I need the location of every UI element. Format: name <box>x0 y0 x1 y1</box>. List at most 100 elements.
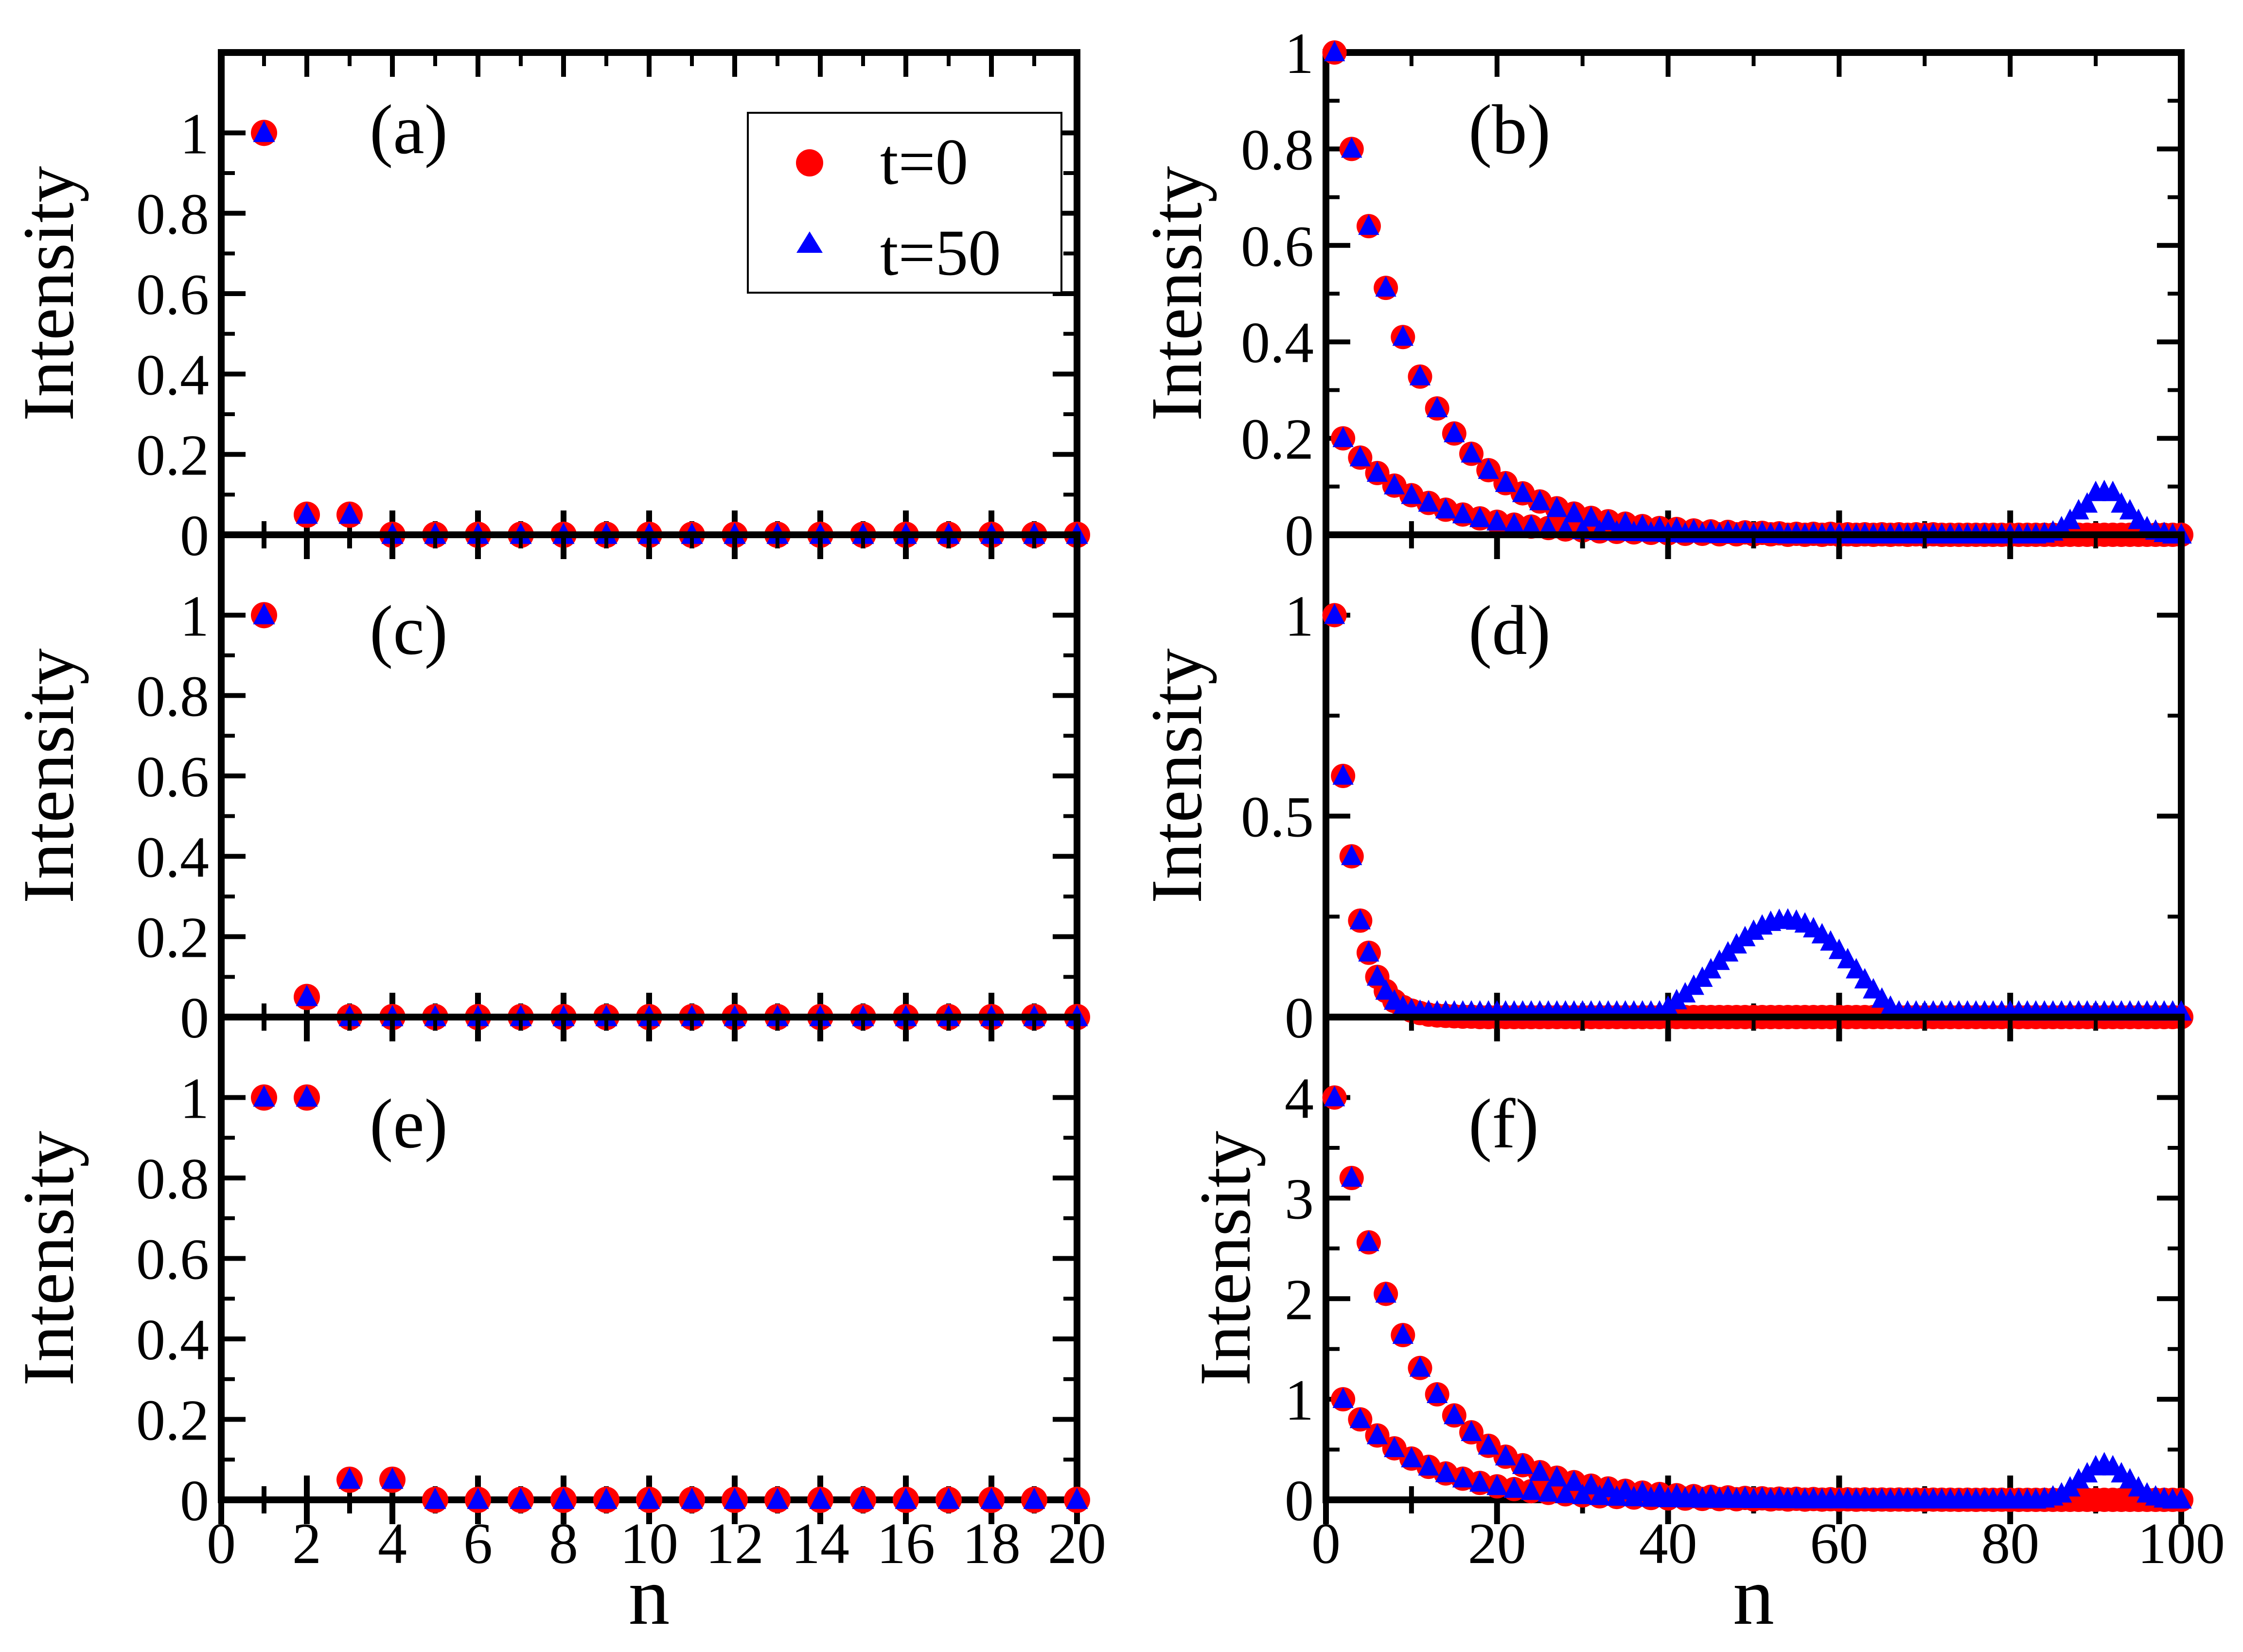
data-point-t50 <box>2016 1488 2038 1509</box>
panel-frame <box>218 1014 1080 1503</box>
x-tick-label: 20 <box>1468 1511 1526 1576</box>
data-point-t50 <box>1409 365 1431 386</box>
data-point-t50 <box>1512 1453 1534 1474</box>
data-point-t50 <box>510 1488 532 1509</box>
data-point-t50 <box>1863 1488 1884 1509</box>
data-point-t50 <box>1384 1437 1405 1458</box>
x-tick-label: 80 <box>1981 1511 2039 1576</box>
y-tick-label: 0.4 <box>136 342 209 407</box>
data-point-t50 <box>1760 1488 1782 1509</box>
data-point-t50 <box>1563 502 1585 523</box>
data-point-t50 <box>1332 1388 1354 1408</box>
data-point-t50 <box>1897 1488 1918 1509</box>
y-tick-label: 0.8 <box>136 182 209 246</box>
x-tick-label: 8 <box>549 1511 578 1576</box>
series-t0 <box>1322 603 2193 1029</box>
data-point-t50 <box>1478 1434 1499 1455</box>
panel-label: (b) <box>1468 91 1551 169</box>
y-tick-label: 0 <box>180 985 209 1050</box>
y-tick-label: 0.4 <box>1241 310 1314 375</box>
y-tick-label: 0.2 <box>136 1388 209 1453</box>
data-point-t50 <box>809 1488 831 1509</box>
series-t0 <box>1322 40 2185 547</box>
y-tick-label: 0.6 <box>136 1227 209 1292</box>
data-point-t50 <box>1520 1479 1542 1500</box>
data-point-t50 <box>424 1488 446 1509</box>
data-point-t50 <box>1999 1488 2021 1509</box>
data-point-t50 <box>1520 515 1542 536</box>
data-point-t50 <box>1512 481 1534 502</box>
data-point-t50 <box>1709 1487 1730 1508</box>
panels-layer: 0 0.2 0.4 0.6 0.8 1 (a) Intensity 0 0.2 0.4 0.6 0.8 1… <box>8 21 2225 1642</box>
data-point-t50 <box>2171 1488 2192 1509</box>
data-point-t50 <box>2068 499 2089 520</box>
y-tick-label: 3 <box>1285 1166 1314 1231</box>
legend-label-t0: t=0 <box>880 126 968 198</box>
data-point-t50 <box>1580 1474 1602 1494</box>
data-point-t50 <box>1640 1486 1662 1507</box>
data-point-t50 <box>1358 214 1379 235</box>
y-tick-label: 0.5 <box>1241 785 1314 849</box>
data-point-t50 <box>1324 41 1345 61</box>
data-point-t50 <box>1366 965 1388 986</box>
data-point-t50 <box>1341 137 1362 158</box>
data-point-t50 <box>1435 498 1456 519</box>
data-point-t50 <box>1658 1487 1679 1508</box>
legend-box <box>747 112 1062 294</box>
x-tick-label: 40 <box>1639 1511 1697 1576</box>
y-tick-label: 1 <box>1285 583 1314 648</box>
data-point-t50 <box>1332 764 1354 785</box>
data-point-t50 <box>1743 919 1765 940</box>
y-tick-label: 2 <box>1285 1267 1314 1332</box>
data-point-t50 <box>1845 958 1867 979</box>
series-t50 <box>253 1085 1088 1509</box>
y-tick-label: 1 <box>180 101 209 166</box>
data-point-t50 <box>1692 1487 1713 1508</box>
y-tick-label: 1 <box>180 1066 209 1131</box>
data-point-t50 <box>1623 1486 1644 1507</box>
data-point-t50 <box>1349 909 1371 930</box>
data-point-t50 <box>1863 978 1884 999</box>
data-point-t50 <box>1486 1475 1508 1495</box>
data-point-t50 <box>1931 1488 1953 1509</box>
data-point-t50 <box>681 1488 703 1509</box>
data-point-t50 <box>1828 1488 1850 1509</box>
data-point-t50 <box>1401 483 1422 504</box>
data-point-t50 <box>1358 941 1379 962</box>
data-point-t50 <box>1914 1488 1935 1509</box>
data-point-t50 <box>1965 1488 1987 1509</box>
y-axis-label: Intensity <box>8 649 89 904</box>
x-tick-label: 16 <box>877 1511 935 1576</box>
data-point-t50 <box>253 603 275 625</box>
data-point-t50 <box>1444 422 1465 442</box>
data-point-t50 <box>253 1085 275 1107</box>
data-point-t50 <box>1606 1485 1627 1506</box>
data-point-t50 <box>552 1488 575 1509</box>
panel-frame <box>218 531 1080 1020</box>
y-axis-label: Intensity <box>1185 1131 1266 1386</box>
data-point-t50 <box>937 1488 960 1509</box>
data-point-t50 <box>2154 1487 2175 1508</box>
y-tick-label: 0 <box>1285 1468 1314 1533</box>
y-tick-label: 1 <box>1285 21 1314 86</box>
data-point-t50 <box>2137 1482 2158 1503</box>
y-tick-label: 0.2 <box>136 905 209 970</box>
data-point-t50 <box>1503 1477 1525 1498</box>
y-tick-label: 0 <box>1285 985 1314 1050</box>
data-point-t50 <box>1478 458 1499 479</box>
panel-d: 0 0.5 1 (d) Intensity <box>1136 531 2193 1050</box>
data-point-t50 <box>895 1488 917 1509</box>
data-point-t50 <box>852 1488 874 1509</box>
series-t50 <box>1332 1388 2192 1509</box>
data-point-t50 <box>1597 510 1619 530</box>
panel-frame <box>1323 49 2185 538</box>
x-tick-label: 18 <box>962 1511 1021 1576</box>
data-point-t50 <box>1418 491 1439 512</box>
panel-label: (e) <box>370 1085 448 1163</box>
data-point-t50 <box>1529 490 1551 510</box>
data-point-t50 <box>338 502 361 524</box>
panel-label: (a) <box>370 91 448 169</box>
data-point-t50 <box>2068 1468 2089 1489</box>
panel-label: (f) <box>1468 1085 1539 1163</box>
